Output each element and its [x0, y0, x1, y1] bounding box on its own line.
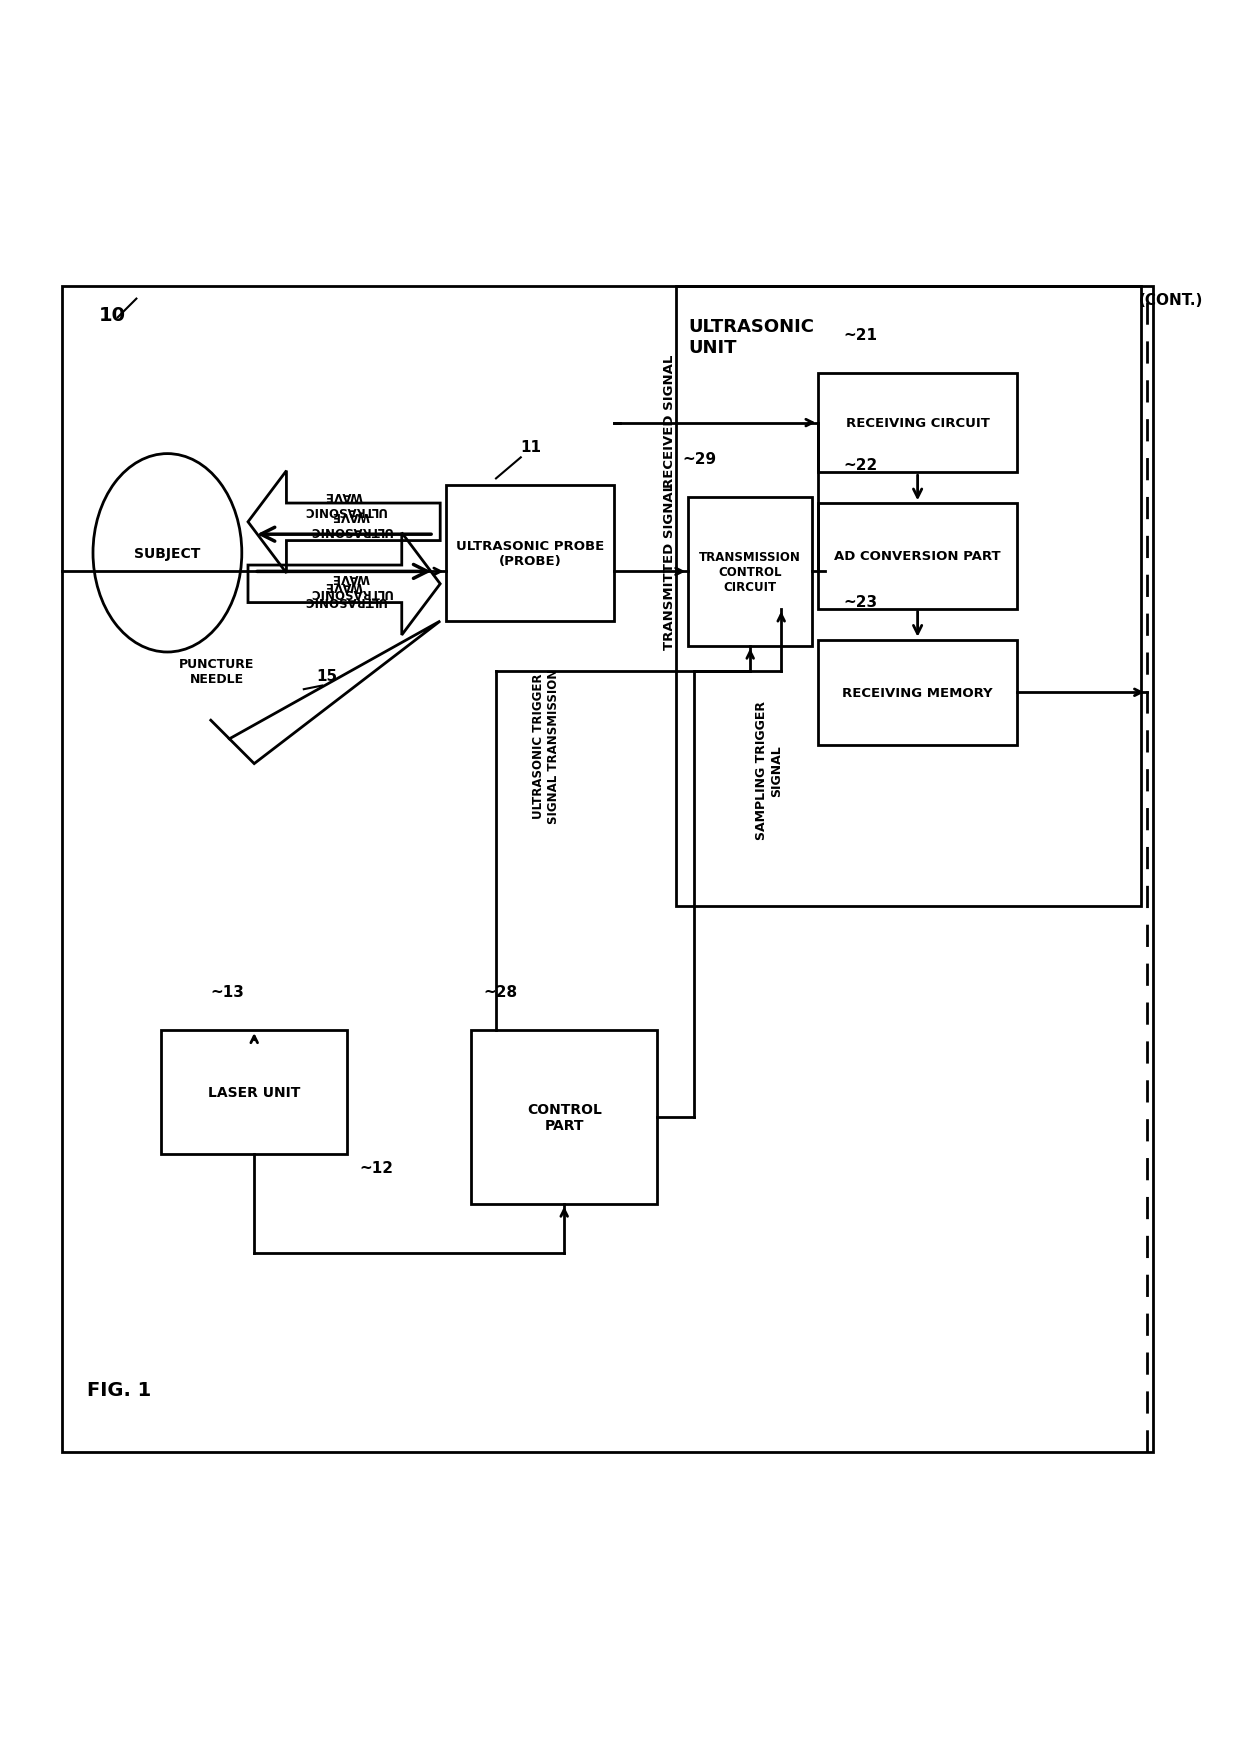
Text: ULTRASONIC
WAVE: ULTRASONIC WAVE — [309, 570, 392, 598]
Text: ULTRASONIC TRIGGER
SIGNAL TRANSMISSION: ULTRASONIC TRIGGER SIGNAL TRANSMISSION — [532, 668, 559, 823]
FancyBboxPatch shape — [446, 485, 614, 621]
Text: PUNCTURE
NEEDLE: PUNCTURE NEEDLE — [180, 657, 254, 685]
FancyBboxPatch shape — [818, 374, 1017, 473]
Text: ~12: ~12 — [360, 1160, 393, 1176]
FancyBboxPatch shape — [471, 1031, 657, 1203]
Text: (CONT.): (CONT.) — [1138, 294, 1203, 308]
Text: AD CONVERSION PART: AD CONVERSION PART — [835, 550, 1001, 563]
Text: ULTRASONIC
WAVE: ULTRASONIC WAVE — [309, 508, 392, 537]
FancyBboxPatch shape — [161, 1031, 347, 1155]
Text: TRANSMISSION
CONTROL
CIRCUIT: TRANSMISSION CONTROL CIRCUIT — [699, 551, 801, 593]
Text: ~23: ~23 — [843, 595, 878, 609]
Text: CONTROL
PART: CONTROL PART — [527, 1103, 601, 1132]
Text: ~29: ~29 — [682, 452, 717, 466]
Text: ~22: ~22 — [843, 457, 878, 473]
Ellipse shape — [93, 454, 242, 652]
Text: RECEIVED SIGNAL: RECEIVED SIGNAL — [663, 355, 676, 487]
Text: ULTRASONIC
UNIT: ULTRASONIC UNIT — [688, 318, 815, 356]
Text: ~28: ~28 — [484, 984, 518, 1000]
FancyBboxPatch shape — [688, 497, 812, 647]
Text: FIG. 1: FIG. 1 — [87, 1381, 151, 1400]
Text: ULTRASONIC PROBE
(PROBE): ULTRASONIC PROBE (PROBE) — [456, 539, 604, 567]
Text: ULTRASONIC
WAVE: ULTRASONIC WAVE — [303, 579, 386, 607]
Text: SUBJECT: SUBJECT — [134, 546, 201, 560]
Text: 11: 11 — [521, 440, 542, 454]
Text: 15: 15 — [316, 668, 337, 683]
Text: ~21: ~21 — [843, 329, 877, 343]
Text: SAMPLING TRIGGER
SIGNAL: SAMPLING TRIGGER SIGNAL — [755, 701, 782, 840]
Text: RECEIVING MEMORY: RECEIVING MEMORY — [842, 687, 993, 699]
Text: 10: 10 — [99, 306, 126, 325]
FancyBboxPatch shape — [818, 504, 1017, 609]
Text: RECEIVING CIRCUIT: RECEIVING CIRCUIT — [846, 417, 990, 430]
Text: ~13: ~13 — [211, 984, 244, 1000]
FancyBboxPatch shape — [818, 640, 1017, 746]
Text: ULTRASONIC
WAVE: ULTRASONIC WAVE — [303, 489, 386, 516]
Text: LASER UNIT: LASER UNIT — [208, 1085, 300, 1099]
Text: TRANSMITTED SIGNAL: TRANSMITTED SIGNAL — [663, 482, 676, 649]
